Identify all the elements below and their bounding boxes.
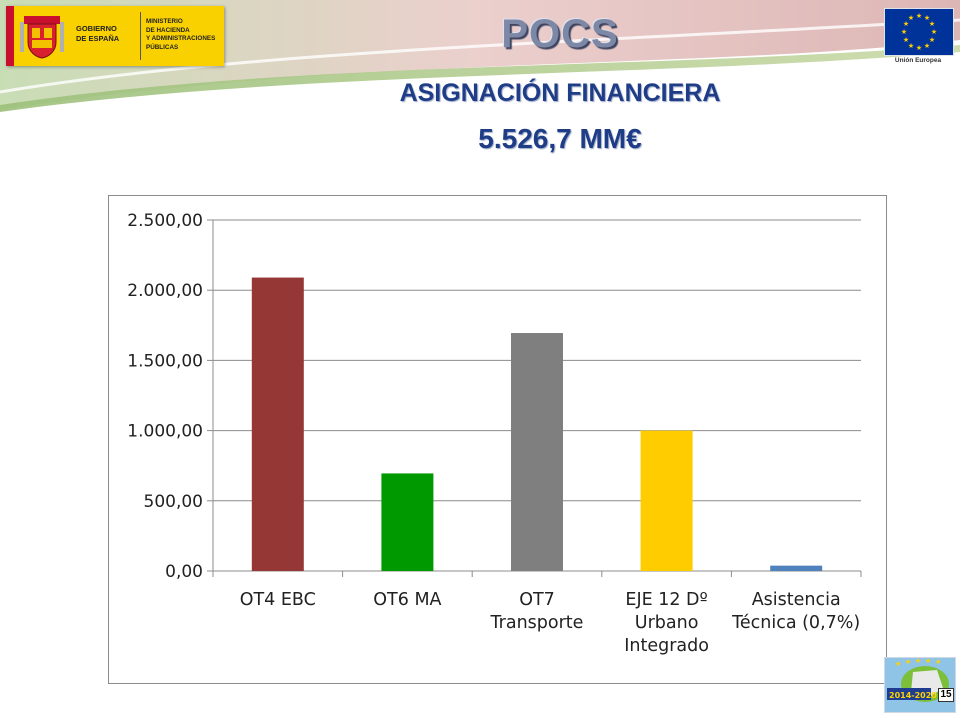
eu-flag-icon: ★ ★ ★ ★ ★ ★ ★ ★ ★ ★ ★ ★ [884,8,954,56]
total-amount: 5.526,7 MM€ [478,123,642,154]
svg-text:★: ★ [905,658,911,666]
svg-text:★: ★ [915,658,921,665]
map-badge-icon: ★ ★ ★ ★ ★ 2014-2020 [887,657,949,702]
svg-text:★: ★ [935,658,941,666]
logo-separator [140,12,141,60]
bar-chart: 0,00 500,00 1.000,00 1.500,00 2.000,00 2.500,… [127,211,862,656]
bar [251,277,304,571]
svg-text:★: ★ [924,14,930,22]
ministry-line: MINISTERIO [146,18,183,25]
svg-text:★: ★ [929,20,935,28]
x-category-label: OT6 MA [373,590,441,610]
svg-text:★: ★ [908,14,914,22]
header-swoosh [0,0,960,112]
y-tick-label: 500,00 [144,492,203,512]
bar [511,333,563,571]
svg-text:★: ★ [924,42,930,50]
y-tick-label: 0,00 [165,562,203,582]
svg-text:★: ★ [903,20,909,28]
ministry-text: MINISTERIO DE HACIENDA Y ADMINISTRACIONE… [146,18,224,52]
gobierno-de-espana-logo: GOBIERNO DE ESPAÑA MINISTERIO DE HACIEND… [6,6,224,66]
svg-text:★: ★ [929,36,935,44]
eu-stars-icon: ★ ★★ ★★★ ★★★ ★★★ [901,12,937,52]
x-category-label: Integrado [624,636,709,656]
ministry-line: Y ADMINISTRACIONES [146,35,216,43]
page-subtitle: ASIGNACIÓN FINANCIERA [399,79,721,107]
x-category-label: EJE 12 Dº [625,590,707,610]
y-tick-label: 2.000,00 [127,281,203,301]
bar [640,430,693,571]
y-tick-label: 1.000,00 [127,422,203,442]
svg-text:★: ★ [925,658,931,665]
coat-of-arms-icon [20,16,64,59]
ministry-line: DE HACIENDA [146,26,190,34]
badge-label: 2014-2020 [889,691,937,700]
gobierno-line1: GOBIERNO [76,24,117,33]
bar [770,565,823,571]
x-category-label: OT4 EBC [240,590,316,610]
bar [381,473,434,571]
eu-label: Unión Europea [894,57,942,64]
svg-text:★: ★ [908,42,914,50]
gobierno-text: GOBIERNO DE ESPAÑA [76,24,138,44]
x-category-label: Urbano [635,613,699,633]
chart-frame: 0,00 500,00 1.000,00 1.500,00 2.000,00 2.500,… [108,195,887,684]
svg-text:★: ★ [931,28,937,36]
y-tick-label: 1.500,00 [127,351,203,371]
svg-text:★: ★ [895,660,901,668]
ministry-line: PÚBLICAS [146,43,179,51]
x-category-label: Asistencia [752,590,841,610]
page-number: 15 [938,688,954,702]
x-category-label: OT7 [519,590,555,610]
svg-text:★: ★ [916,12,922,20]
svg-text:★: ★ [916,44,922,52]
svg-text:★: ★ [901,28,907,36]
svg-text:★: ★ [903,36,909,44]
gobierno-line2: DE ESPAÑA [76,34,120,43]
page-title: POCS [501,12,619,56]
x-category-label: Técnica (0,7%) [731,613,860,633]
spanish-flag-stripe [6,6,14,66]
y-tick-label: 2.500,00 [127,211,203,231]
x-category-label: Transporte [490,613,584,633]
period-badge-logo: ★ ★ ★ ★ ★ 2014-2020 [884,657,956,713]
